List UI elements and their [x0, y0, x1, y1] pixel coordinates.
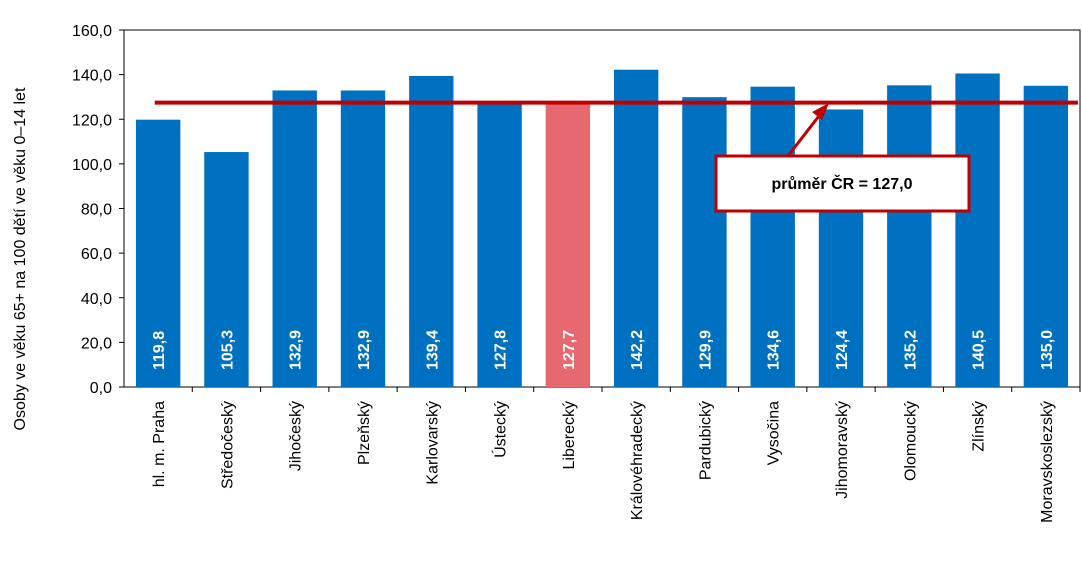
bar [204, 152, 249, 387]
data-label: 132,9 [356, 330, 373, 370]
y-tick-label: 120,0 [72, 112, 112, 129]
data-label: 134,6 [766, 330, 783, 370]
bar [613, 69, 659, 387]
bar [750, 86, 795, 387]
y-tick-label: 40,0 [81, 291, 112, 308]
data-label: 129,9 [697, 330, 714, 370]
x-tick-label: Olomoucký [902, 401, 919, 481]
annotation: průměr ČR = 127,0 [714, 103, 971, 213]
x-tick-label: Ústecký [491, 401, 510, 458]
data-label: 105,3 [219, 330, 236, 370]
bar [135, 119, 181, 387]
data-label: 132,9 [288, 330, 305, 370]
x-tick-label: Zlínský [971, 401, 988, 452]
y-tick-label: 60,0 [81, 246, 112, 263]
x-tick-label: Jihočeský [288, 401, 305, 471]
x-tick-label: Plzeňský [356, 401, 373, 465]
annotation-label: průměr ČR = 127,0 [772, 174, 913, 193]
y-axis: 0,0 20,0 40,0 60,0 80,0 100,0 120,0 140,0 160,0 [72, 23, 124, 397]
data-label: 135,2 [902, 330, 919, 370]
x-tick-label: Vysočina [766, 401, 783, 465]
bar [409, 75, 454, 388]
x-tick-label: Karlovarský [424, 401, 441, 485]
bar [1023, 85, 1069, 387]
bar [272, 90, 317, 388]
y-tick-label: 140,0 [72, 68, 112, 85]
bar [477, 101, 522, 387]
x-tick-label: Pardubický [697, 401, 714, 480]
annotation-arrow [786, 111, 824, 157]
data-label: 142,2 [629, 330, 646, 370]
data-label: 140,5 [971, 330, 988, 370]
bar [545, 102, 591, 388]
data-label: 127,7 [561, 330, 578, 370]
data-labels: 119,8 105,3 132,9 132,9 139,4 127,8 127,7 142,2… [151, 330, 1056, 370]
bar [340, 90, 386, 388]
bar [887, 85, 932, 388]
y-tick-label: 160,0 [72, 23, 112, 40]
x-tick-label: Středočeský [219, 401, 236, 489]
x-axis: hl. m. Praha Středočeský Jihočeský Plzeňský… [151, 387, 1081, 523]
y-axis-label: Osoby ve věku 65+ na 100 dětí ve věku 0–… [12, 87, 29, 430]
data-label: 135,0 [1039, 330, 1056, 370]
data-label: 127,8 [493, 330, 510, 370]
x-tick-label: hl. m. Praha [151, 401, 168, 487]
y-tick-label: 80,0 [81, 202, 112, 219]
data-label: 124,4 [834, 330, 851, 370]
x-tick-label: Jihomoravský [834, 401, 851, 499]
x-tick-label: Královéhradecký [629, 401, 646, 520]
bar [955, 73, 1000, 388]
bars [135, 69, 1069, 388]
bar [682, 97, 727, 388]
y-tick-label: 0,0 [90, 380, 112, 397]
x-tick-label: Moravskoslezský [1039, 401, 1056, 523]
data-label: 119,8 [151, 331, 168, 370]
y-tick-label: 100,0 [72, 157, 112, 174]
annotation-arrowhead [812, 103, 829, 120]
y-tick-label: 20,0 [81, 335, 112, 352]
x-tick-label: Liberecký [561, 401, 578, 469]
data-label: 139,4 [424, 330, 441, 370]
annotation-box [714, 154, 971, 213]
